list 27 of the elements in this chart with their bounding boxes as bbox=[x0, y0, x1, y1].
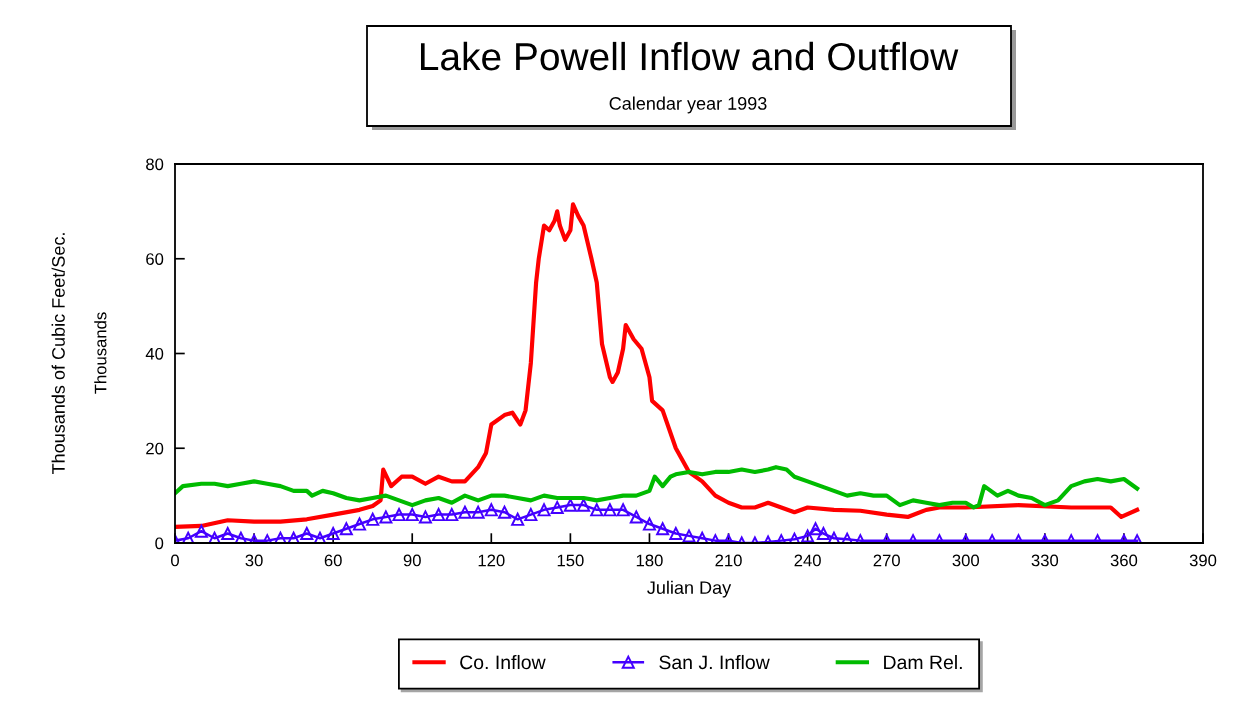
y-tick-label: 20 bbox=[146, 442, 164, 455]
x-tick-label: 210 bbox=[715, 554, 742, 567]
x-tick-label: 90 bbox=[403, 554, 421, 567]
text: Thousands bbox=[94, 312, 107, 394]
legend-label: Dam Rel. bbox=[884, 654, 962, 670]
y-tick-label: 0 bbox=[155, 537, 164, 550]
x-tick-label: 180 bbox=[636, 554, 663, 567]
x-tick-label: 30 bbox=[245, 554, 263, 567]
y-tick-label: 60 bbox=[146, 253, 164, 265]
legend-label: Co. Inflow bbox=[460, 654, 546, 670]
chart-title: Lake Powell Inflow and Outflow bbox=[420, 41, 959, 71]
x-axis-title: Julian Day bbox=[647, 580, 732, 598]
y-tick-label: 40 bbox=[145, 347, 164, 360]
x-tick-label: 300 bbox=[952, 554, 980, 567]
legend-label: San J. Inflow bbox=[659, 654, 770, 670]
y-axis-title: Thousands of Cubic Feet/Sec. bbox=[51, 233, 65, 475]
x-tick-label: 330 bbox=[1031, 554, 1059, 567]
x-tick-label: 390 bbox=[1189, 554, 1217, 567]
x-tick-label: 150 bbox=[557, 554, 584, 567]
x-tick-label: 60 bbox=[324, 554, 342, 567]
x-tick-label: 270 bbox=[873, 554, 900, 567]
y-tick-label: 80 bbox=[146, 158, 164, 171]
x-tick-label: 0 bbox=[171, 554, 179, 567]
x-tick-label: 360 bbox=[1110, 554, 1138, 567]
chart-subtitle: Calendar year 1993 bbox=[609, 96, 767, 114]
x-tick-label: 240 bbox=[794, 554, 821, 567]
x-tick-label: 120 bbox=[478, 554, 505, 567]
